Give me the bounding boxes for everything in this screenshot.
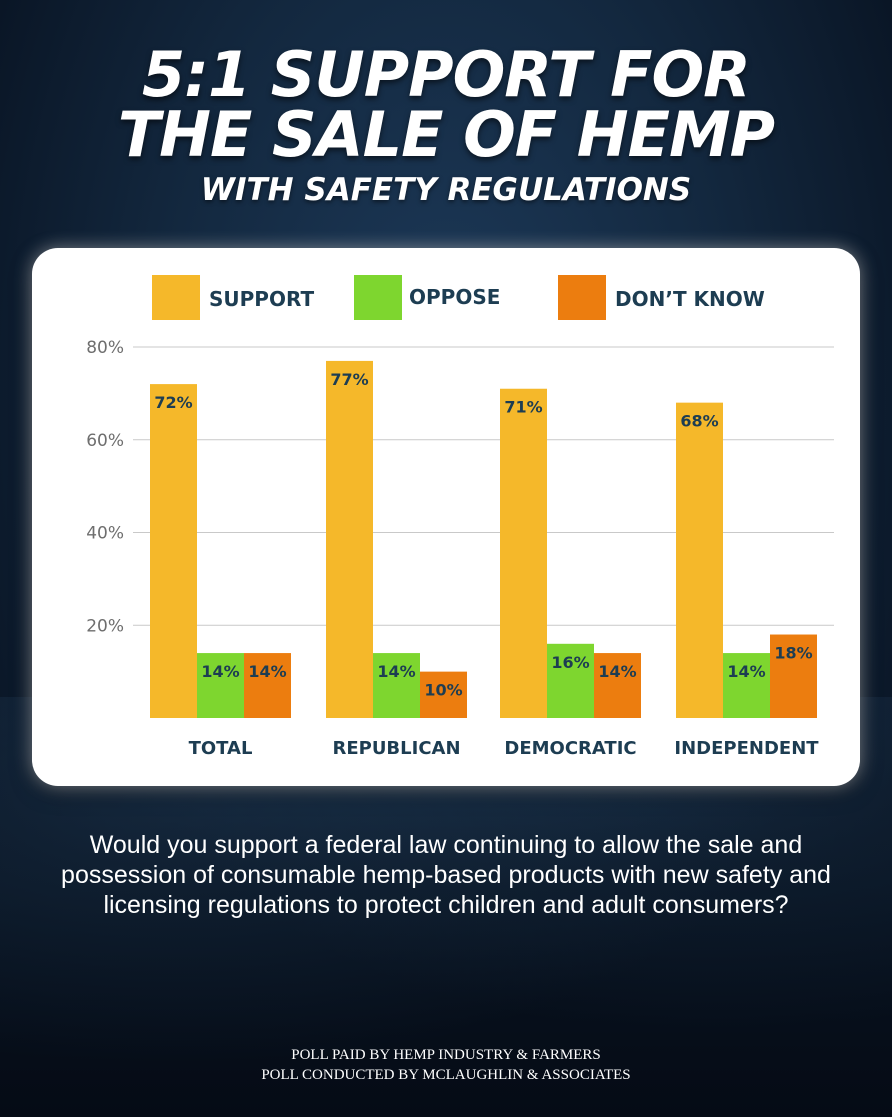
data-label-dont_know: 14% — [598, 662, 636, 681]
poll-question: Would you support a federal law continui… — [61, 831, 831, 919]
bar-support — [326, 360, 373, 718]
chart-card: SUPPORT OPPOSE DON’T KNOW 20% 40% 60% 80% 72% 14… — [32, 248, 860, 786]
bar-oppose — [723, 653, 770, 718]
data-label-dont_know: 10% — [424, 681, 462, 700]
bar-chart: SUPPORT OPPOSE DON’T KNOW 20% 40% 60% 80% 72% 14… — [86, 275, 834, 759]
headline-line-2: THE SALE OF HEMP — [117, 98, 775, 171]
bar-dont_know — [420, 671, 467, 718]
bar-dont_know — [594, 653, 641, 718]
legend-swatch-dont_know — [558, 275, 606, 320]
data-label-dont_know: 14% — [248, 662, 286, 681]
y-tick-label: 20% — [86, 616, 124, 636]
legend-swatch-support — [152, 275, 200, 320]
legend-swatch-oppose — [354, 275, 402, 320]
x-category-label: INDEPENDENT — [674, 738, 819, 759]
headline-line-1: 5:1 SUPPORT FOR — [142, 38, 751, 111]
y-tick-label: 40% — [86, 524, 124, 544]
x-category-label: DEMOCRATIC — [504, 738, 636, 759]
legend-label-support: SUPPORT — [209, 287, 314, 311]
y-tick-label: 60% — [86, 431, 124, 451]
bar-dont_know — [770, 634, 817, 718]
data-label-oppose: 14% — [377, 662, 415, 681]
subheadline: WITH SAFETY REGULATIONS — [200, 172, 692, 208]
bar-oppose — [373, 653, 420, 718]
bar-oppose — [547, 643, 594, 718]
legend-label-oppose: OPPOSE — [409, 285, 500, 309]
data-label-dont_know: 18% — [774, 644, 812, 663]
data-label-oppose: 14% — [727, 662, 765, 681]
poll-credits: POLL PAID BY HEMP INDUSTRY & FARMERS POL… — [0, 1045, 892, 1085]
bar-support — [676, 402, 723, 718]
y-tick-label: 80% — [86, 338, 124, 358]
credits-line-2: POLL CONDUCTED BY MCLAUGHLIN & ASSOCIATE… — [261, 1067, 631, 1083]
x-category-label: TOTAL — [189, 738, 253, 759]
bar-oppose — [197, 653, 244, 718]
bar-dont_know — [244, 653, 291, 718]
data-label-support: 68% — [680, 412, 718, 431]
bar-support — [500, 388, 547, 718]
data-label-oppose: 14% — [201, 662, 239, 681]
credits-line-1: POLL PAID BY HEMP INDUSTRY & FARMERS — [291, 1047, 601, 1063]
legend-label-dont_know: DON’T KNOW — [615, 287, 765, 311]
x-category-label: REPUBLICAN — [332, 738, 460, 759]
data-label-support: 77% — [330, 370, 368, 389]
data-label-support: 71% — [504, 398, 542, 417]
data-label-support: 72% — [154, 393, 192, 412]
bar-support — [150, 384, 197, 718]
data-label-oppose: 16% — [551, 653, 589, 672]
